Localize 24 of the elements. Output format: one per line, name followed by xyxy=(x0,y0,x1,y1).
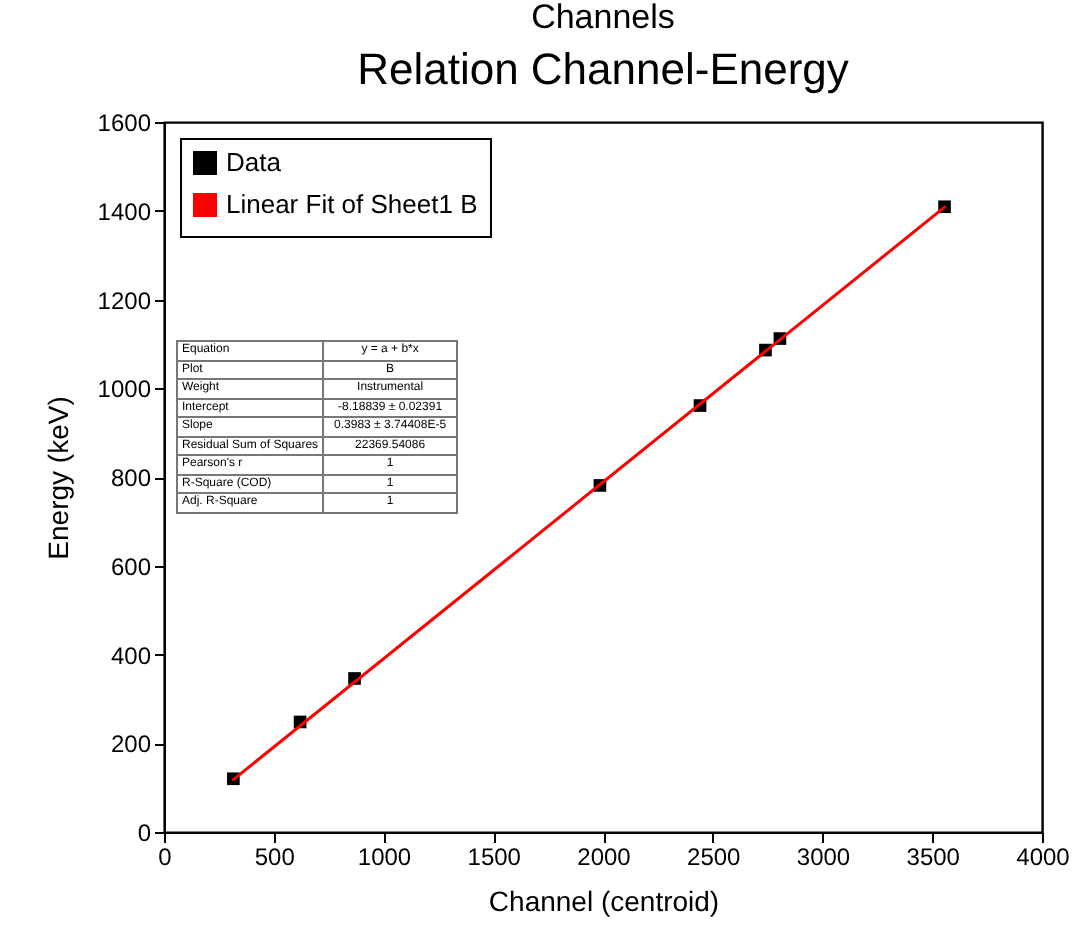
x-tick-label: 2500 xyxy=(687,843,742,871)
text: Channels xyxy=(529,0,677,36)
y-tick-label: 1000 xyxy=(97,375,152,404)
y-tick-label: 1200 xyxy=(97,286,152,315)
x-tick-label: 4000 xyxy=(1016,843,1071,871)
x-tick-label: 0 xyxy=(158,843,173,871)
y-axis-title: Energy (keV) xyxy=(41,396,74,560)
x-tick-label: 1000 xyxy=(357,843,412,871)
x-tick-label: 2000 xyxy=(577,843,632,871)
legend-label: Linear Fit of Sheet1 B xyxy=(226,189,478,219)
x-tick-label: 3500 xyxy=(906,843,961,871)
y-tick-label: 200 xyxy=(110,730,152,759)
y-tick-label: 1600 xyxy=(97,109,152,137)
x-tick-label: 1500 xyxy=(467,843,522,871)
x-tick-label: 3000 xyxy=(796,843,851,871)
y-tick-label: 0 xyxy=(137,819,152,847)
y-tick-label: 800 xyxy=(110,464,152,492)
y-tick-label: 400 xyxy=(110,641,152,670)
chart-title: Relation Channel-Energy xyxy=(357,44,849,94)
x-axis-title: Channel (centroid) xyxy=(488,885,720,917)
legend-label: Data xyxy=(226,147,283,177)
x-tick-label: 500 xyxy=(254,843,296,871)
y-tick-label: 1400 xyxy=(97,197,152,226)
y-tick-label: 600 xyxy=(110,552,152,581)
